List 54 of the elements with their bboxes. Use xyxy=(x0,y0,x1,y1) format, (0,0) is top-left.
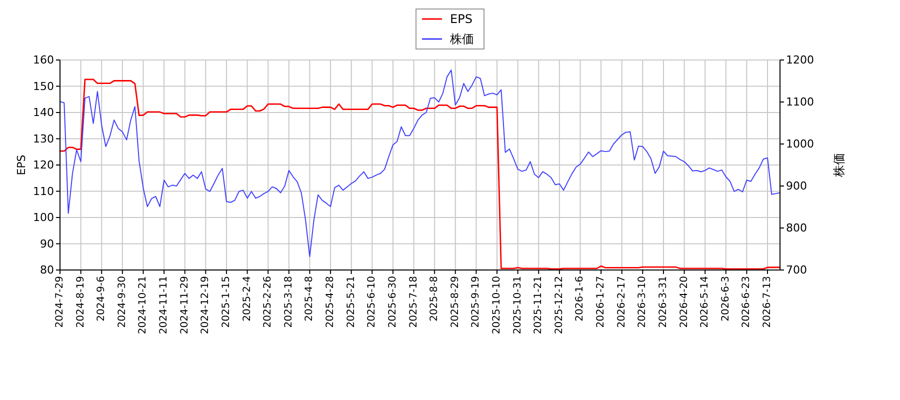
y2-tick-label: 1100 xyxy=(786,96,814,108)
x-tick-label: 2024-9-30 xyxy=(116,276,128,328)
y-tick-label: 130 xyxy=(33,132,54,146)
x-tick-label: 2025-11-21 xyxy=(533,276,544,334)
y-axis-title: EPS xyxy=(15,154,28,176)
x-tick-label: 2026-1-27 xyxy=(596,276,607,328)
x-tick-label: 2024-11-11 xyxy=(158,276,170,334)
y-tick-label: 110 xyxy=(33,184,54,198)
x-tick-label: 2026-6-23 xyxy=(741,276,752,328)
x-tick-label: 2024-12-19 xyxy=(200,276,212,334)
x-tick-label: 2024-7-29 xyxy=(54,276,66,328)
x-tick-label: 2024-10-21 xyxy=(138,276,149,334)
x-tick-label: 2025-5-21 xyxy=(346,276,357,328)
x-tick-label: 2025-1-15 xyxy=(220,276,232,328)
x-tick-label: 2026-6-3 xyxy=(720,276,732,322)
x-tick-label: 2025-9-19 xyxy=(470,276,482,328)
x-tick-label: 2025-8-8 xyxy=(429,276,440,322)
y-tick-label: 140 xyxy=(33,106,54,119)
x-tick-label: 2024-9-6 xyxy=(96,276,108,322)
x-tick-label: 2026-5-14 xyxy=(700,276,711,328)
x-tick-label: 2025-10-10 xyxy=(491,276,502,334)
x-tick-label: 2025-2-4 xyxy=(242,276,253,322)
x-tick-label: 2024-8-19 xyxy=(75,276,86,328)
x-tick-label: 2024-11-29 xyxy=(179,276,190,334)
x-tick-label: 2026-1-6 xyxy=(574,276,586,322)
legend-label: EPS xyxy=(450,12,472,26)
y-tick-label: 150 xyxy=(33,80,54,93)
x-tick-label: 2026-2-17 xyxy=(616,276,628,328)
y-tick-label: 160 xyxy=(33,54,54,66)
y2-tick-label: 1000 xyxy=(786,138,814,150)
x-tick-label: 2025-10-31 xyxy=(512,276,524,334)
y2-tick-label: 700 xyxy=(786,264,807,276)
y2-tick-label: 900 xyxy=(786,180,807,192)
x-tick-label: 2026-7-13 xyxy=(762,276,774,328)
x-tick-label: 2026-3-10 xyxy=(637,276,648,328)
x-tick-label: 2026-4-20 xyxy=(678,276,690,328)
x-tick-label: 2025-6-10 xyxy=(366,276,378,328)
y2-axis-title: 株価 xyxy=(832,153,846,178)
x-tick-label: 2025-7-18 xyxy=(408,276,420,328)
y-tick-label: 120 xyxy=(33,158,54,172)
y2-tick-label: 800 xyxy=(786,222,807,234)
x-tick-label: 2025-12-12 xyxy=(554,276,565,334)
x-tick-label: 2025-8-29 xyxy=(450,276,461,328)
y-tick-label: 80 xyxy=(40,264,54,276)
x-tick-label: 2025-4-8 xyxy=(304,276,316,322)
x-tick-label: 2025-6-30 xyxy=(387,276,398,328)
legend-label: 株価 xyxy=(449,32,474,46)
x-tick-label: 2025-2-26 xyxy=(262,276,274,328)
y2-tick-label: 1200 xyxy=(786,54,814,66)
x-tick-label: 2026-3-31 xyxy=(658,276,669,328)
y-tick-label: 100 xyxy=(33,211,54,224)
y-tick-label: 90 xyxy=(40,237,54,250)
x-tick-label: 2025-4-28 xyxy=(325,276,336,328)
x-tick-label: 2025-3-18 xyxy=(283,276,294,328)
